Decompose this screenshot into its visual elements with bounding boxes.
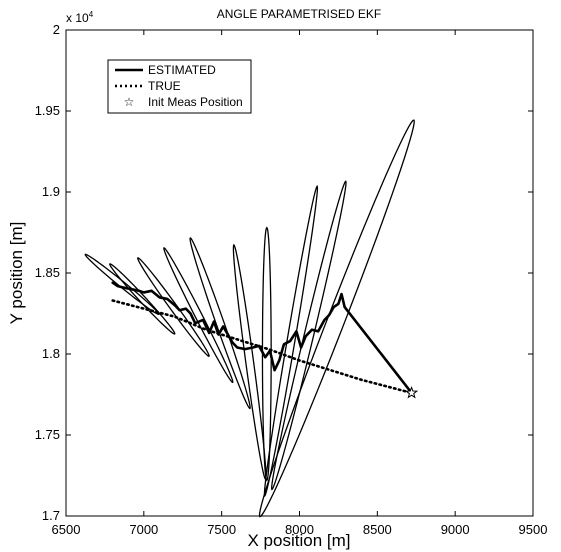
legend: ESTIMATED TRUE ☆ Init Meas Position <box>107 59 252 114</box>
uncertainty-ellipse <box>163 247 234 384</box>
y-tick-label: 1.75 <box>35 427 60 442</box>
init-meas-star-marker <box>404 385 419 399</box>
x-tick-label: 8500 <box>363 522 392 537</box>
y-axis-label: Y position [m] <box>7 222 26 325</box>
uncertainty-ellipse <box>261 226 272 482</box>
uncertainty-ellipse <box>258 119 415 518</box>
x-tick-label: 9000 <box>441 522 470 537</box>
y-tick-label: 1.95 <box>35 103 60 118</box>
y-tick-label: 1.9 <box>42 184 60 199</box>
uncertainty-ellipse <box>263 185 319 498</box>
tick-labels: 6500 7000 7500 8000 8500 9000 9500 1.7 1.75 1.8 1.… <box>35 22 548 537</box>
uncertainty-ellipse <box>84 253 160 316</box>
x-tick-label: 7000 <box>129 522 158 537</box>
uncertainty-ellipse <box>232 243 267 481</box>
x-tick-label: 6500 <box>52 522 81 537</box>
y-exponent-power: 4 <box>89 10 94 19</box>
legend-star-icon: ☆ <box>124 95 135 109</box>
y-tick-label: 1.7 <box>42 508 60 523</box>
tick-marks <box>65 29 534 517</box>
uncertainty-ellipses <box>84 119 415 518</box>
x-tick-label: 9500 <box>519 522 548 537</box>
legend-label-estimated: ESTIMATED <box>148 63 216 77</box>
x-axis-label: X position [m] <box>248 531 351 550</box>
y-tick-label: 1.85 <box>35 265 60 280</box>
chart-title: ANGLE PARAMETRISED EKF <box>217 7 381 21</box>
legend-label-true: TRUE <box>148 79 181 93</box>
uncertainty-ellipse <box>137 257 210 357</box>
y-tick-label: 1.8 <box>42 346 60 361</box>
uncertainty-ellipse <box>271 180 347 491</box>
y-axis-exponent: x 104 <box>66 10 94 25</box>
uncertainty-ellipse <box>189 237 251 410</box>
y-tick-label: 2 <box>53 22 60 37</box>
series-estimated-line <box>111 281 413 395</box>
x-tick-label: 7500 <box>207 522 236 537</box>
legend-label-init-meas: Init Meas Position <box>148 95 243 109</box>
uncertainty-ellipse <box>109 263 176 335</box>
series-true-line <box>111 299 413 395</box>
series-layer <box>111 281 419 399</box>
y-exponent-base: x 10 <box>66 11 89 25</box>
x-tick-label: 8000 <box>285 522 314 537</box>
